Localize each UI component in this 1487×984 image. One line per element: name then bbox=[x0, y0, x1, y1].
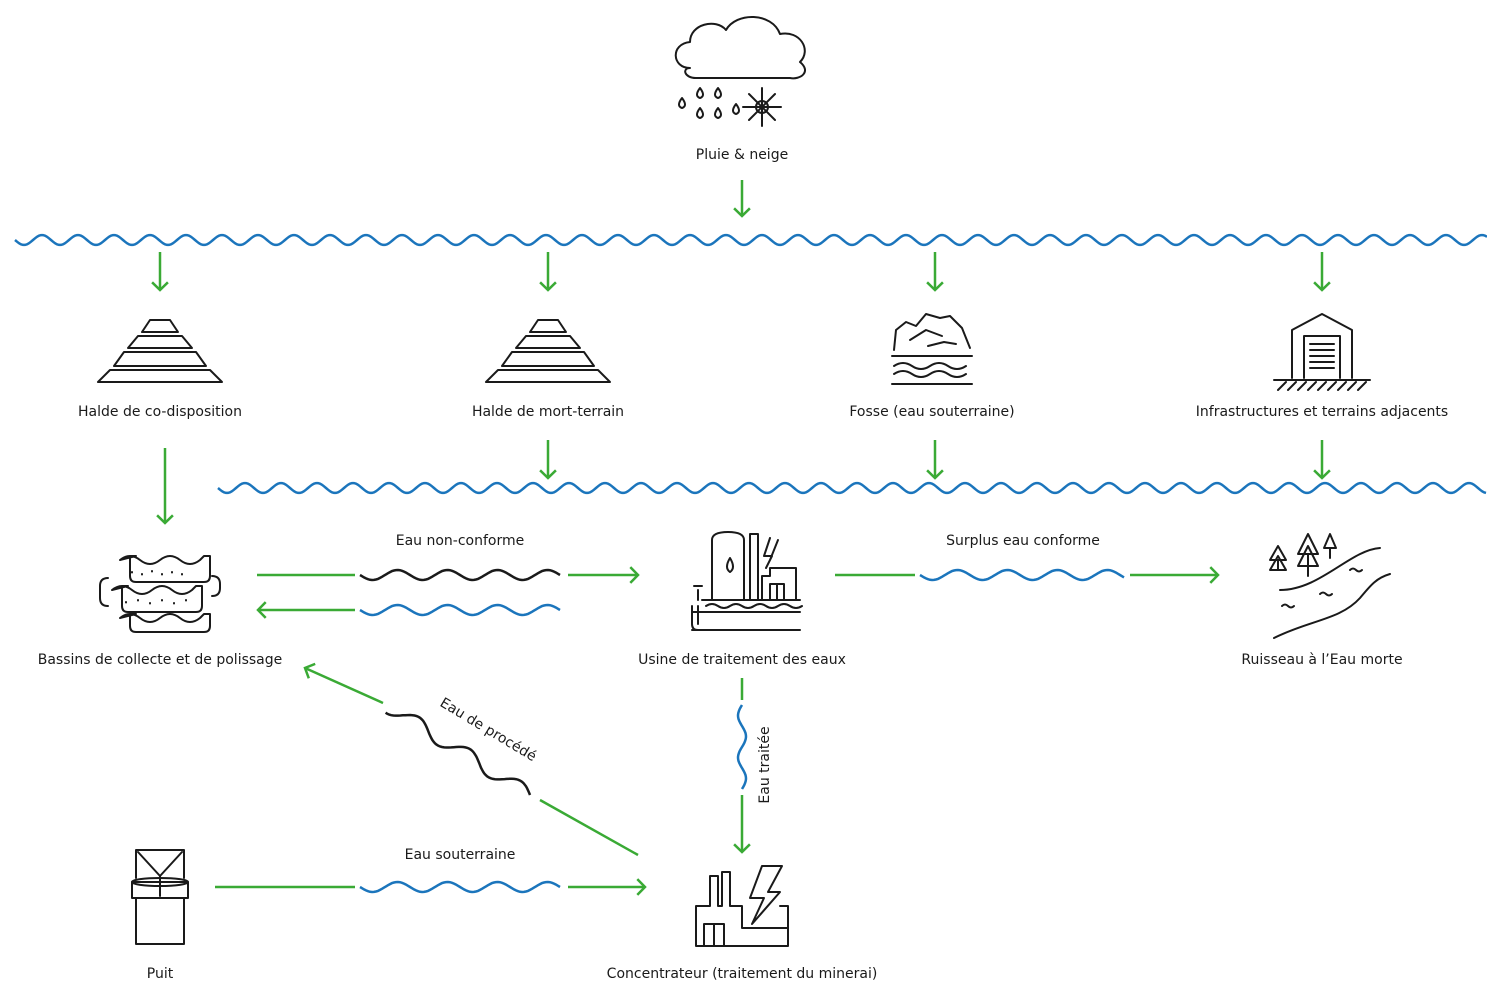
node-label: Puit bbox=[147, 966, 174, 982]
halde-icon bbox=[486, 320, 610, 382]
icon-part bbox=[727, 538, 778, 572]
icon-part bbox=[750, 866, 782, 924]
icon-part bbox=[1274, 314, 1370, 390]
flow-line bbox=[305, 668, 383, 703]
concentrateur-icon bbox=[696, 866, 788, 946]
edge-label: Eau de procédé bbox=[437, 695, 539, 765]
diagram: Pluie & neige Halde de co-disposition Ha… bbox=[0, 0, 1487, 984]
icon-part bbox=[743, 88, 781, 126]
node-label: Fosse (eau souterraine) bbox=[849, 404, 1014, 420]
water-wave bbox=[360, 605, 560, 615]
building-icon bbox=[1274, 314, 1370, 390]
icon-part bbox=[120, 614, 210, 632]
water-wave bbox=[218, 483, 1486, 493]
halde-icon bbox=[98, 320, 222, 382]
edge-label: Eau non-conforme bbox=[396, 533, 525, 549]
icon-part bbox=[120, 556, 210, 582]
icon-part bbox=[692, 586, 802, 630]
node-label: Halde de co-disposition bbox=[78, 404, 242, 420]
usine-icon bbox=[692, 532, 802, 630]
node-label: Pluie & neige bbox=[696, 147, 788, 163]
icon-part bbox=[894, 314, 970, 350]
icon-part bbox=[1270, 534, 1336, 576]
puit-icon bbox=[132, 850, 188, 944]
cloud-icon bbox=[676, 17, 805, 126]
node-label: Bassins de collecte et de polissage bbox=[38, 652, 283, 668]
node-label: Ruisseau à l’Eau morte bbox=[1241, 652, 1402, 668]
water-wave bbox=[360, 882, 560, 892]
node-label: Concentrateur (traitement du minerai) bbox=[607, 966, 878, 982]
icon-part bbox=[486, 320, 610, 382]
icon-part bbox=[712, 532, 796, 600]
fosse-icon bbox=[892, 314, 972, 384]
water-wave bbox=[920, 570, 1124, 580]
ruisseau-icon bbox=[1270, 534, 1390, 638]
flow-line bbox=[540, 800, 638, 855]
edge-label: Eau traitée bbox=[757, 726, 773, 803]
icon-part bbox=[696, 872, 788, 946]
water-wave bbox=[360, 570, 560, 580]
bassins-icon bbox=[100, 556, 220, 632]
water-wave bbox=[738, 705, 746, 789]
node-label: Usine de traitement des eaux bbox=[638, 652, 846, 668]
water-wave bbox=[386, 713, 530, 795]
node-label: Halde de mort-terrain bbox=[472, 404, 624, 420]
icon-part bbox=[676, 17, 805, 78]
icon-part bbox=[679, 88, 739, 118]
icon-part bbox=[892, 356, 972, 384]
icon-part bbox=[112, 586, 202, 612]
water-wave bbox=[15, 235, 1487, 245]
icon-part bbox=[132, 850, 188, 944]
icon-part bbox=[98, 320, 222, 382]
node-label: Infrastructures et terrains adjacents bbox=[1196, 404, 1448, 420]
edge-label: Eau souterraine bbox=[405, 847, 516, 863]
edge-label: Surplus eau conforme bbox=[946, 533, 1100, 549]
